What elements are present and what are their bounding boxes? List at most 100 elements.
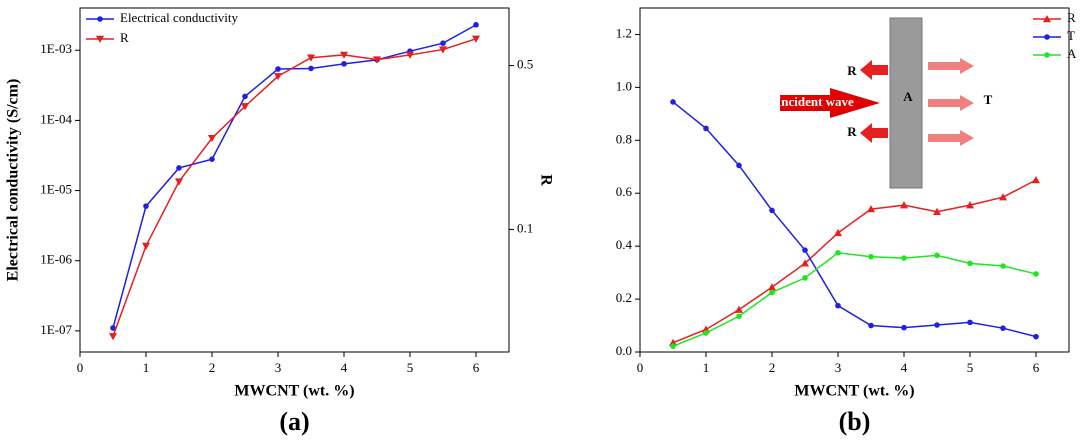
marker <box>440 40 446 46</box>
y2-tick-label: 0.1 <box>517 220 533 235</box>
x-tick-label: 6 <box>473 360 480 375</box>
x-tick-label: 1 <box>703 360 710 375</box>
x-tick-label: 0 <box>77 360 84 375</box>
marker <box>768 283 776 291</box>
marker <box>834 228 842 237</box>
legend-marker <box>1044 52 1050 58</box>
y-tick-label: 1.2 <box>616 25 632 40</box>
y-tick-label: 0.4 <box>616 237 633 252</box>
x-tick-label: 0 <box>637 360 644 375</box>
y-tick-label: 1E-03 <box>40 41 72 56</box>
x-tick-label: 5 <box>967 360 974 375</box>
marker <box>934 322 940 328</box>
y2-tick-label: 0.5 <box>517 57 533 72</box>
marker <box>967 319 973 326</box>
annotation: R <box>847 124 857 139</box>
marker <box>702 325 710 333</box>
marker <box>735 305 743 313</box>
annotation: R <box>847 63 857 78</box>
caption: (a) <box>279 407 309 436</box>
marker <box>340 51 348 59</box>
series-line <box>672 179 1037 344</box>
annotation: Incident wave <box>776 94 854 109</box>
marker <box>801 259 809 267</box>
transmit-arrow <box>928 58 974 74</box>
legend-label: A <box>1067 46 1077 61</box>
marker <box>1000 325 1006 331</box>
plot-frame <box>639 7 1070 353</box>
marker <box>242 93 248 100</box>
y-tick-label: 1E-04 <box>40 111 72 126</box>
marker <box>110 325 116 331</box>
marker <box>867 205 875 213</box>
marker <box>473 22 479 28</box>
x-tick-label: 4 <box>901 360 908 375</box>
marker <box>341 61 347 67</box>
marker <box>670 343 676 349</box>
marker <box>175 178 183 186</box>
legend-label: T <box>1067 28 1075 43</box>
marker <box>802 247 808 253</box>
marker <box>274 73 282 81</box>
x-tick-label: 3 <box>275 360 282 375</box>
marker <box>802 275 808 281</box>
marker <box>736 313 742 320</box>
marker <box>472 35 480 43</box>
marker <box>901 255 907 261</box>
marker <box>142 242 150 250</box>
marker <box>933 207 941 215</box>
y-tick-label: 1E-05 <box>40 182 72 197</box>
incident-arrow <box>780 88 880 118</box>
marker <box>966 201 974 209</box>
x-tick-label: 2 <box>209 360 216 375</box>
legend-marker <box>1043 15 1051 23</box>
transmit-arrow <box>928 95 974 111</box>
inset-diagram: R Incident wave A R T <box>776 17 993 189</box>
marker <box>967 260 973 267</box>
marker <box>209 156 215 162</box>
marker <box>934 252 940 259</box>
marker <box>406 51 414 59</box>
x-tick-label: 5 <box>407 360 414 375</box>
legend-marker <box>97 16 103 22</box>
y-tick-label: 1E-07 <box>40 322 72 337</box>
marker <box>1033 333 1039 340</box>
legend-label: R <box>120 30 129 45</box>
marker <box>275 66 281 72</box>
marker <box>868 322 874 329</box>
legend-marker <box>1044 34 1050 40</box>
reflect-arrow <box>860 123 888 143</box>
annotation: A <box>903 89 913 104</box>
x-tick-label: 3 <box>835 360 842 375</box>
marker <box>241 103 249 111</box>
marker <box>669 338 677 346</box>
marker <box>439 46 447 54</box>
y-tick-label: 1.0 <box>616 78 632 93</box>
y-tick-label: 0.0 <box>616 343 632 358</box>
x-tick-label: 2 <box>769 360 776 375</box>
y-tick-label: 1E-06 <box>40 252 72 267</box>
series-line <box>112 38 477 337</box>
marker <box>736 162 742 169</box>
series-line <box>672 251 1037 347</box>
legend-label: Electrical conductivity <box>120 10 239 25</box>
y2-axis-title: R <box>537 174 554 186</box>
marker <box>208 134 216 143</box>
marker <box>176 165 182 171</box>
x-tick-label: 4 <box>341 360 348 375</box>
marker <box>703 330 709 336</box>
annotation: T <box>984 92 993 107</box>
x-tick-label: 6 <box>1033 360 1040 375</box>
x-axis-title: MWCNT (wt. %) <box>234 383 354 400</box>
marker <box>835 302 841 309</box>
caption: (b) <box>839 407 871 436</box>
marker <box>901 324 907 331</box>
legend-label: R <box>1067 10 1076 25</box>
reflect-arrow <box>860 60 888 80</box>
y-tick-label: 0.8 <box>616 131 632 146</box>
marker <box>769 289 775 296</box>
marker <box>769 207 775 214</box>
x-tick-label: 1 <box>143 360 150 375</box>
plot-frame <box>79 7 510 353</box>
marker <box>1032 176 1040 184</box>
